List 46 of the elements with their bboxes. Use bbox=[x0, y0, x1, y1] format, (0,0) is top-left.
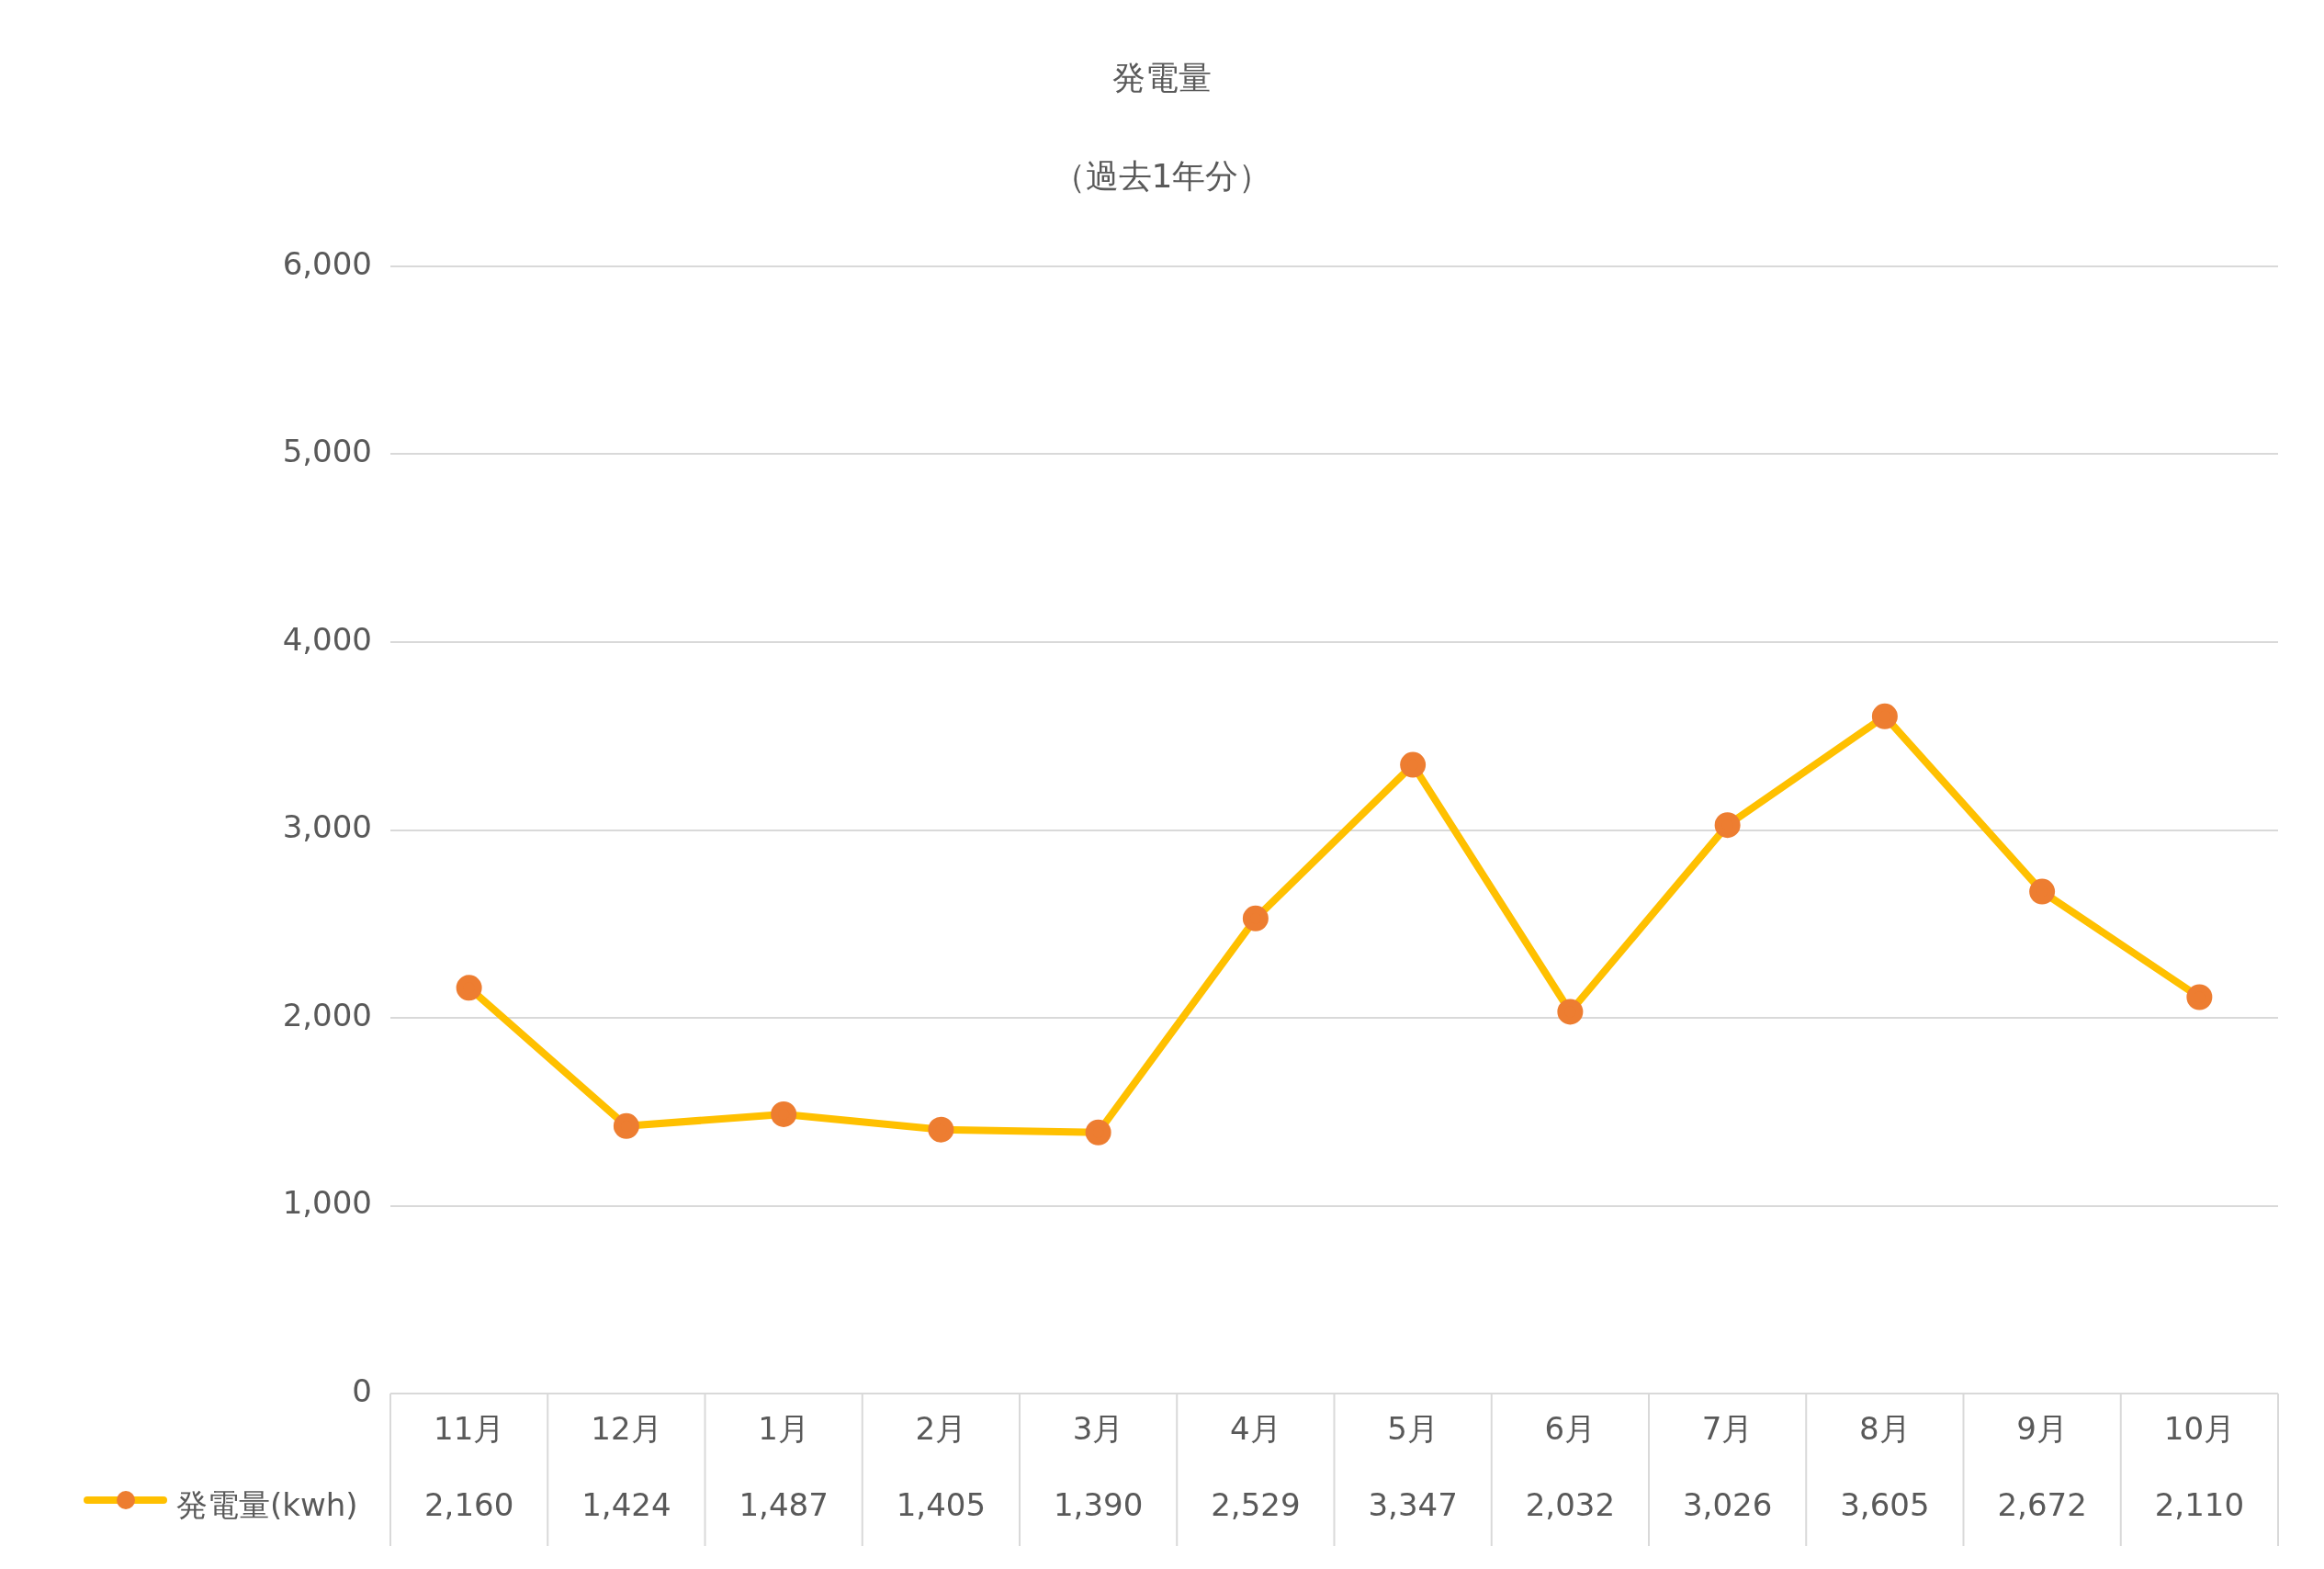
data-label: 1,487 bbox=[739, 1485, 829, 1523]
point bbox=[2029, 878, 2056, 905]
x-tick-label: 5月 bbox=[1387, 1409, 1438, 1447]
point bbox=[928, 1116, 954, 1143]
y-tick-label: 1,000 bbox=[282, 1184, 372, 1222]
x-tick-label: 9月 bbox=[2016, 1409, 2068, 1447]
data-label: 2,032 bbox=[1525, 1485, 1616, 1523]
y-tick-label: 5,000 bbox=[282, 433, 372, 470]
data-label: 3,605 bbox=[1840, 1485, 1930, 1523]
y-tick-label: 6,000 bbox=[282, 244, 372, 282]
x-tick-label: 2月 bbox=[915, 1409, 967, 1447]
point bbox=[1085, 1119, 1111, 1146]
chart-title: 発電量 bbox=[1112, 59, 1212, 97]
data-label: 1,390 bbox=[1053, 1485, 1144, 1523]
point bbox=[1557, 999, 1584, 1025]
point bbox=[2186, 984, 2213, 1010]
point bbox=[613, 1112, 639, 1139]
data-label: 2,672 bbox=[1997, 1485, 2087, 1523]
point bbox=[456, 975, 482, 1001]
point bbox=[1242, 905, 1269, 931]
x-tick-label: 11月 bbox=[433, 1409, 505, 1447]
x-tick-label: 1月 bbox=[758, 1409, 809, 1447]
x-tick-label: 7月 bbox=[1701, 1409, 1754, 1447]
point bbox=[1871, 703, 1898, 729]
y-tick-label: 2,000 bbox=[282, 996, 372, 1033]
data-label: 3,026 bbox=[1682, 1485, 1773, 1523]
point bbox=[771, 1101, 797, 1127]
y-tick-label: 0 bbox=[352, 1371, 372, 1409]
point bbox=[1714, 812, 1741, 839]
data-label: 1,405 bbox=[896, 1485, 987, 1523]
y-tick-label: 3,000 bbox=[282, 808, 372, 846]
x-tick-label: 12月 bbox=[591, 1409, 662, 1447]
point bbox=[1400, 751, 1427, 778]
x-tick-label: 3月 bbox=[1072, 1409, 1124, 1447]
data-label: 2,110 bbox=[2154, 1485, 2245, 1523]
x-tick-label: 8月 bbox=[1859, 1409, 1911, 1447]
legend-label: 発電量(kwh) bbox=[176, 1485, 358, 1523]
data-label: 2,529 bbox=[1211, 1485, 1301, 1523]
x-tick-label: 10月 bbox=[2163, 1409, 2236, 1447]
data-label: 1,424 bbox=[581, 1485, 671, 1523]
y-tick-label: 4,000 bbox=[282, 620, 372, 658]
x-tick-label: 6月 bbox=[1544, 1409, 1596, 1447]
x-tick-label: 4月 bbox=[1230, 1409, 1281, 1447]
data-label: 2,160 bbox=[423, 1485, 514, 1523]
data-label: 3,347 bbox=[1368, 1485, 1458, 1523]
chart-subtitle: （過去1年分） bbox=[1052, 157, 1272, 196]
